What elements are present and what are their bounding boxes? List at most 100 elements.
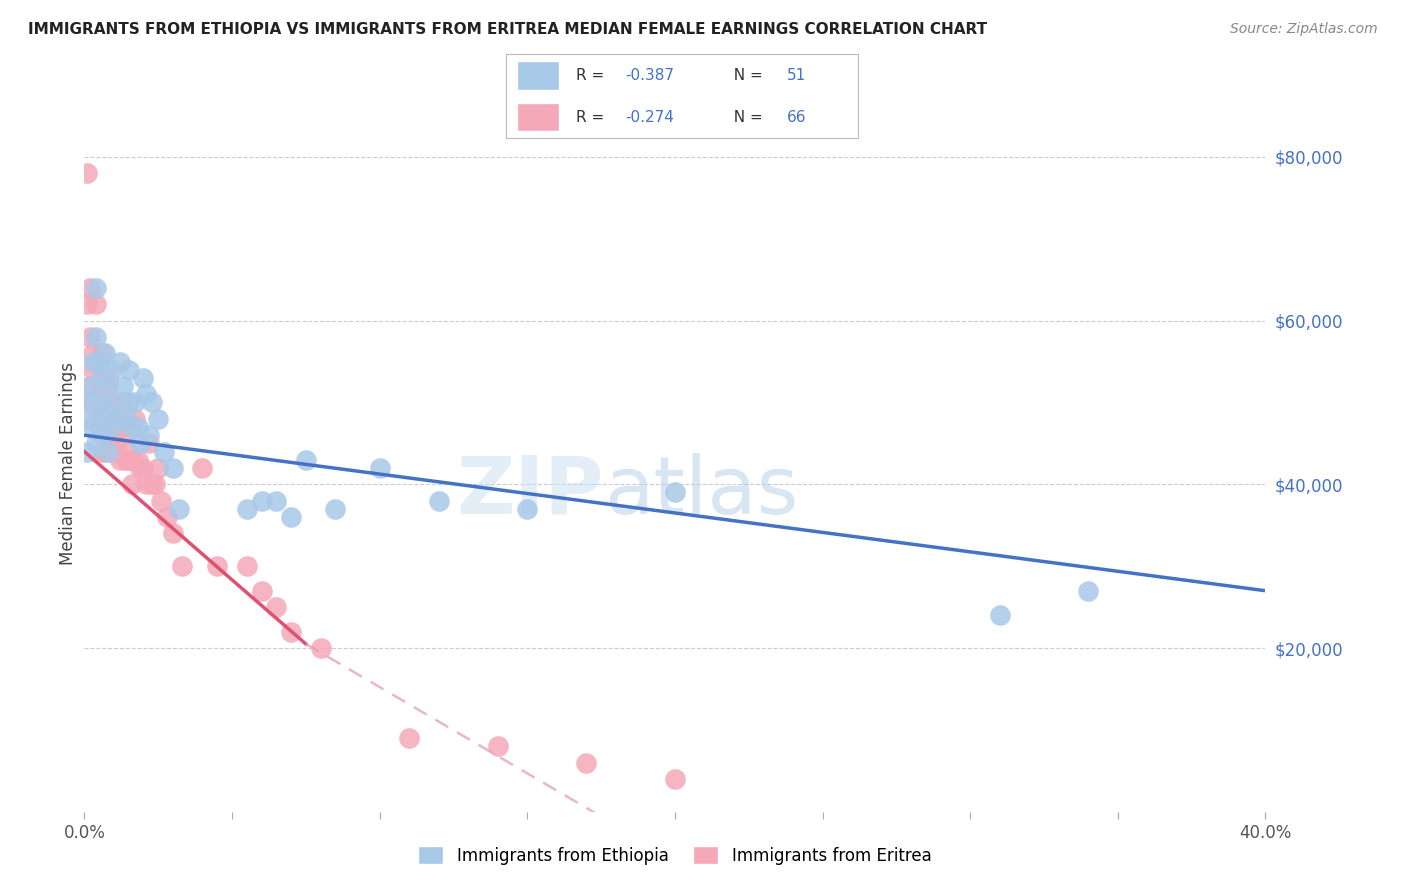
Point <box>135 387 157 401</box>
Point <box>162 526 184 541</box>
Point <box>100 362 122 376</box>
Point <box>97 371 120 385</box>
Text: IMMIGRANTS FROM ETHIOPIA VS IMMIGRANTS FROM ERITREA MEDIAN FEMALE EARNINGS CORRE: IMMIGRANTS FROM ETHIOPIA VS IMMIGRANTS F… <box>28 22 987 37</box>
Point <box>309 640 332 655</box>
Point <box>118 395 141 409</box>
Point <box>97 395 120 409</box>
Point <box>516 501 538 516</box>
Point <box>94 444 117 458</box>
Point <box>575 756 598 770</box>
Point <box>105 412 128 426</box>
Point <box>82 346 104 360</box>
Point <box>988 608 1011 623</box>
Point <box>76 444 98 458</box>
Text: 51: 51 <box>787 68 807 83</box>
Point <box>82 362 104 376</box>
Point <box>76 166 98 180</box>
Point <box>121 452 143 467</box>
Point <box>91 444 114 458</box>
Point <box>295 452 318 467</box>
Point <box>79 330 101 344</box>
Point <box>94 395 117 409</box>
Point <box>156 510 179 524</box>
Point <box>141 477 163 491</box>
Point <box>132 461 155 475</box>
Point <box>167 501 190 516</box>
Point <box>264 493 288 508</box>
Point <box>100 395 122 409</box>
Point <box>103 420 125 434</box>
Point <box>118 452 141 467</box>
Point <box>76 412 98 426</box>
Point <box>127 420 149 434</box>
Point <box>150 493 173 508</box>
Point <box>664 772 686 786</box>
Point <box>191 461 214 475</box>
Point <box>76 297 98 311</box>
Point <box>148 412 170 426</box>
Point <box>323 501 347 516</box>
Point <box>105 444 128 458</box>
Point <box>105 412 128 426</box>
Point <box>84 354 107 368</box>
Point <box>280 624 302 639</box>
Point <box>398 731 420 745</box>
Point <box>91 395 114 409</box>
Point <box>97 379 120 393</box>
Point <box>89 354 111 368</box>
Point <box>84 412 107 426</box>
Point <box>664 485 686 500</box>
Point <box>135 477 157 491</box>
Point <box>91 412 114 426</box>
Point <box>124 412 146 426</box>
Point <box>82 354 104 368</box>
Text: N =: N = <box>724 110 768 125</box>
Text: atlas: atlas <box>605 452 799 531</box>
Text: N =: N = <box>724 68 768 83</box>
Point <box>79 395 101 409</box>
Point <box>79 379 101 393</box>
Point <box>91 371 114 385</box>
Point <box>368 461 391 475</box>
Point <box>138 436 160 450</box>
FancyBboxPatch shape <box>517 62 560 90</box>
Point <box>250 493 273 508</box>
Text: 66: 66 <box>787 110 807 125</box>
FancyBboxPatch shape <box>517 103 560 131</box>
Text: R =: R = <box>576 110 610 125</box>
Point <box>138 428 160 442</box>
Point <box>132 371 155 385</box>
Point <box>108 412 131 426</box>
Point <box>111 379 134 393</box>
Point <box>94 346 117 360</box>
Text: ZIP: ZIP <box>457 452 605 531</box>
Point <box>280 510 302 524</box>
Point <box>108 354 131 368</box>
Point <box>236 501 259 516</box>
Point <box>236 559 259 574</box>
Point <box>118 362 141 376</box>
Text: -0.274: -0.274 <box>626 110 675 125</box>
Point <box>170 559 193 574</box>
Point <box>103 395 125 409</box>
Point <box>148 461 170 475</box>
Y-axis label: Median Female Earnings: Median Female Earnings <box>59 362 77 566</box>
Point <box>91 428 114 442</box>
Point <box>97 428 120 442</box>
Point <box>129 436 152 450</box>
Point <box>141 395 163 409</box>
Point <box>129 461 152 475</box>
Point <box>89 395 111 409</box>
Point <box>97 444 120 458</box>
Text: -0.387: -0.387 <box>626 68 675 83</box>
Point <box>111 420 134 434</box>
Point <box>486 739 509 754</box>
Point <box>108 452 131 467</box>
Point <box>79 281 101 295</box>
Point <box>250 583 273 598</box>
Point <box>114 452 136 467</box>
Point <box>89 420 111 434</box>
Point <box>124 395 146 409</box>
Point <box>94 379 117 393</box>
Point <box>205 559 228 574</box>
